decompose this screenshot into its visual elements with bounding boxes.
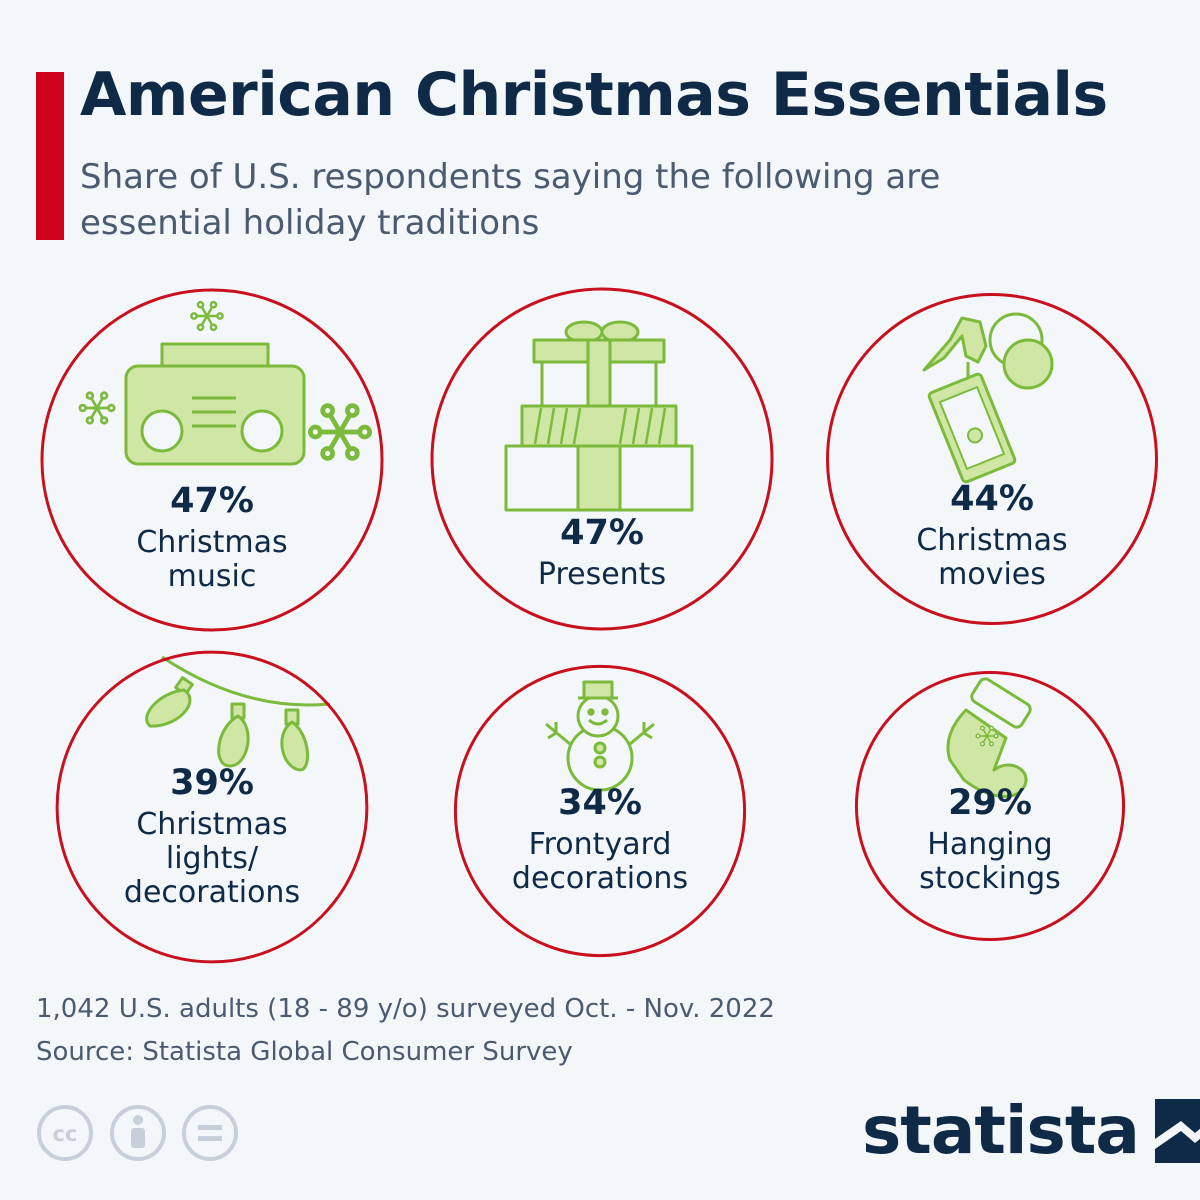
- bubble-4: [55, 650, 369, 964]
- category-label-3-1: Christmas: [916, 523, 1067, 558]
- bubble-3: [826, 293, 1158, 625]
- category-label-4-2: lights/: [166, 841, 259, 876]
- statista-logo-mark: [1154, 1098, 1200, 1163]
- lights-icon: [145, 655, 331, 772]
- source-note: Source: Statista Global Consumer Survey: [36, 1037, 573, 1067]
- category-label-3-2: movies: [938, 557, 1046, 592]
- svg-text:cc: cc: [53, 1122, 78, 1146]
- category-label-6-2: stockings: [919, 861, 1061, 896]
- bubble-2: [430, 287, 774, 631]
- page-subtitle: Share of U.S. respondents saying the fol…: [80, 157, 941, 243]
- value-label-5: 34%: [558, 783, 642, 823]
- value-label-2: 47%: [560, 513, 644, 553]
- radio-icon: [78, 300, 370, 466]
- attribution-icon[interactable]: [110, 1105, 166, 1161]
- movie-ticket-icon: [922, 312, 1054, 484]
- value-label-1: 47%: [170, 481, 254, 521]
- bubble-1: [40, 288, 384, 632]
- statista-logo[interactable]: statista: [862, 1092, 1200, 1169]
- category-label-4-1: Christmas: [136, 807, 287, 842]
- category-label-4-3: decorations: [124, 875, 300, 910]
- value-label-6: 29%: [948, 783, 1032, 823]
- accent-bar: [36, 72, 64, 240]
- bubble-5: [453, 664, 747, 958]
- no-derivatives-icon[interactable]: [182, 1105, 238, 1161]
- logo-wordmark: statista: [862, 1092, 1140, 1169]
- survey-note: 1,042 U.S. adults (18 - 89 y/o) surveyed…: [36, 994, 775, 1024]
- category-label-5-1: Frontyard: [529, 827, 672, 862]
- bubble-6: [854, 670, 1126, 942]
- presents-icon: [504, 320, 694, 512]
- category-label-1-1: Christmas: [136, 525, 287, 560]
- value-label-4: 39%: [170, 763, 254, 803]
- snowman-icon: [545, 680, 655, 792]
- category-label-5-2: decorations: [512, 861, 688, 896]
- category-label-2-1: Presents: [538, 557, 666, 592]
- license-icons: cc: [37, 1105, 238, 1161]
- stocking-icon: [946, 677, 1032, 798]
- page-title: American Christmas Essentials: [80, 60, 1108, 130]
- cc-icon[interactable]: cc: [37, 1105, 93, 1161]
- category-label-6-1: Hanging: [927, 827, 1052, 862]
- footnote: 1,042 U.S. adults (18 - 89 y/o) surveyed…: [36, 988, 775, 1074]
- value-label-3: 44%: [950, 479, 1034, 519]
- category-label-1-2: music: [168, 559, 257, 594]
